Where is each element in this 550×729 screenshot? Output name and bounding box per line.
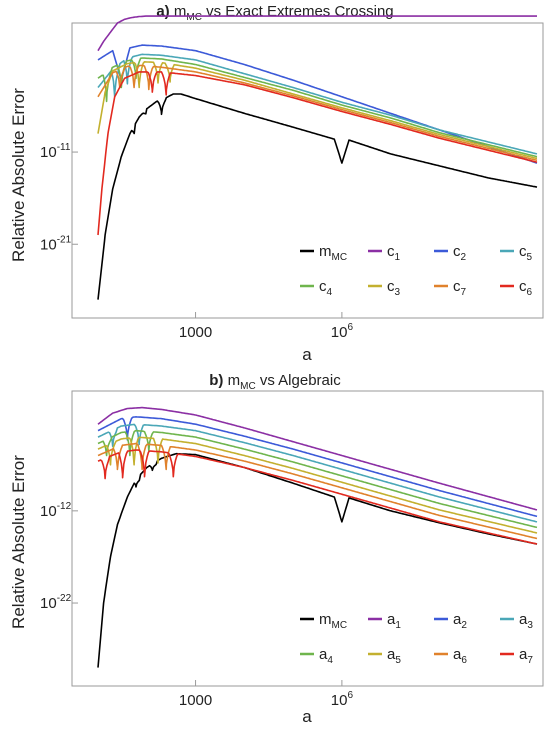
x-ticks: 1000 106 <box>179 312 354 341</box>
x-axis-label: a <box>302 707 312 726</box>
y-tick-label: 10-12 <box>40 501 72 520</box>
series-c5-line <box>97 53 538 155</box>
legend-label: a3 <box>519 611 533 631</box>
y-tick-label: 10-22 <box>40 593 72 612</box>
legend-label: c4 <box>319 278 333 298</box>
series-group <box>97 15 538 300</box>
y-axis-label: Relative Absolute Error <box>9 455 28 629</box>
y-tick-label: 10-11 <box>40 142 71 161</box>
panel-a: a) mMC vs Exact Extremes Crossing 1000 10… <box>9 3 544 364</box>
series-c3-line <box>97 61 538 160</box>
legend-label: c5 <box>519 243 533 263</box>
panel-b: b) mMC vs Algebraic 1000 106 10-12 10-22 a… <box>9 372 544 726</box>
legend-label: c2 <box>453 243 467 263</box>
series-a4-line <box>97 429 538 529</box>
x-tick-label: 1000 <box>179 324 212 341</box>
y-ticks: 10-11 10-21 <box>40 142 78 253</box>
series-c4-line <box>97 57 538 158</box>
x-tick-label: 106 <box>331 322 354 341</box>
legend-label: c3 <box>387 278 401 298</box>
series-c6-line <box>97 71 538 236</box>
legend: mMC a1 a2 a3 a4 a5 a6 a7 <box>300 611 533 666</box>
legend-label: c1 <box>387 243 401 263</box>
y-ticks: 10-12 10-22 <box>40 501 78 612</box>
legend-label: a4 <box>319 646 333 666</box>
legend-label: c7 <box>453 278 467 298</box>
panel-b-title: b) mMC vs Algebraic <box>209 372 341 392</box>
legend-label: mMC <box>319 611 347 631</box>
series-mMC-line <box>97 452 538 668</box>
series-a2-line <box>97 416 538 518</box>
series-a6-line <box>97 442 538 540</box>
legend: mMC c1 c2 c5 c4 c3 c7 c6 <box>300 243 533 298</box>
plot-frame <box>71 390 544 687</box>
series-a3-line <box>97 423 538 523</box>
legend-label: a2 <box>453 611 467 631</box>
panel-a-title: a) mMC vs Exact Extremes Crossing <box>156 3 393 23</box>
series-a5-line <box>97 436 538 534</box>
series-c7-line <box>97 64 538 162</box>
plot-frame <box>71 22 544 319</box>
y-tick-label: 10-21 <box>40 234 72 253</box>
series-a1-line <box>97 406 538 511</box>
series-a7-line <box>97 449 538 545</box>
x-tick-label: 106 <box>331 690 354 709</box>
x-axis-label: a <box>302 345 312 364</box>
x-tick-label: 1000 <box>179 692 212 709</box>
series-group <box>97 406 538 668</box>
x-ticks: 1000 106 <box>179 680 354 709</box>
series-c1-line <box>97 15 537 52</box>
legend-label: a1 <box>387 611 401 631</box>
legend-label: a6 <box>453 646 467 666</box>
legend-label: a5 <box>387 646 401 666</box>
legend-label: mMC <box>319 243 347 263</box>
y-axis-label: Relative Absolute Error <box>9 88 28 262</box>
legend-label: c6 <box>519 278 533 298</box>
series-mMC-line <box>97 93 538 300</box>
legend-label: a7 <box>519 646 533 666</box>
